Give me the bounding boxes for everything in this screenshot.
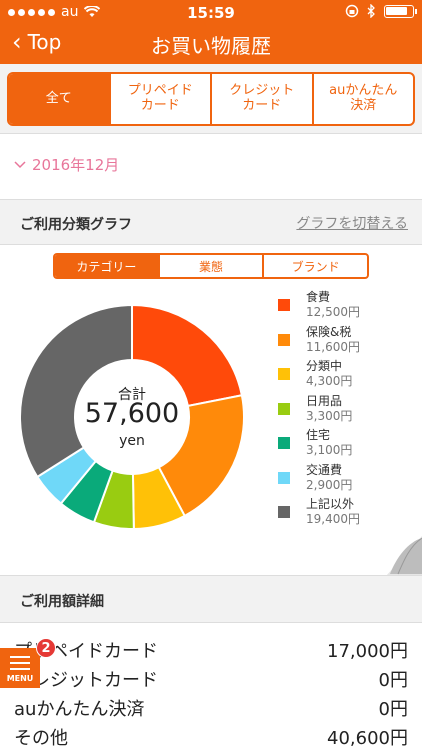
legend-swatch: [278, 299, 290, 311]
detail-row-amount: 17,000円: [327, 641, 408, 662]
legend-name: 食費: [306, 290, 331, 304]
chevron-left-icon: ‹: [12, 28, 22, 56]
legend-amount: 12,500円: [306, 305, 360, 319]
chart-legend: 食費 12,500円 保険&税 11,600円 分類中 4,300円 日用品 3,300…: [278, 290, 418, 532]
detail-row-amount: 0円: [378, 670, 408, 691]
tab-au-easy-payment[interactable]: auかんたん 決済: [311, 74, 414, 124]
legend-amount: 3,300円: [306, 408, 353, 423]
bluetooth-icon: [367, 4, 375, 18]
month-selector[interactable]: 2016年12月: [14, 154, 119, 175]
segment-category[interactable]: カテゴリー: [55, 255, 158, 277]
donut-slice-0: [131, 303, 244, 408]
detail-row: その他 40,600円: [0, 721, 422, 750]
detail-row-label: auかんたん決済: [14, 699, 145, 720]
page-curl-icon[interactable]: [386, 536, 422, 576]
back-button[interactable]: ‹ Top: [12, 30, 61, 54]
legend-item: 住宅 3,100円: [278, 428, 418, 463]
tab-all[interactable]: 全て: [9, 74, 109, 124]
legend-item: 日用品 3,300円: [278, 394, 418, 429]
rotation-lock-icon: [345, 4, 359, 18]
detail-row-amount: 0円: [378, 699, 408, 720]
carrier-label: au: [61, 4, 79, 20]
detail-row-amount: 40,600円: [327, 728, 408, 749]
legend-swatch: [278, 506, 290, 518]
legend-name: 交通費: [306, 462, 343, 477]
tab-credit-card[interactable]: クレジット カード: [210, 74, 312, 124]
status-time: 15:59: [187, 4, 235, 22]
chart-total-value: 57,600: [84, 398, 180, 429]
chart-total-unit: yen: [119, 433, 145, 449]
detail-section-header: ご利用額詳細: [0, 575, 422, 623]
legend-swatch: [278, 333, 290, 346]
status-bar: au 15:59: [0, 0, 422, 26]
legend-name: 保険&税: [306, 324, 352, 339]
detail-row: auかんたん決済 0円: [0, 692, 422, 721]
hamburger-icon: [10, 656, 30, 674]
legend-item: 分類中 4,300円: [278, 359, 418, 394]
status-left: au: [8, 4, 101, 20]
month-label: 2016年12月: [32, 156, 120, 174]
menu-label: MENU: [6, 674, 34, 683]
page-title: お買い物履歴: [151, 34, 271, 58]
legend-item: 交通費 2,900円: [278, 463, 418, 498]
toggle-graph-link[interactable]: グラフを切替える: [296, 216, 408, 232]
segment-brand[interactable]: ブランド: [262, 255, 367, 277]
legend-swatch: [278, 471, 290, 484]
battery-icon: [384, 4, 417, 18]
detail-row: プリペイドカード 17,000円: [0, 634, 422, 663]
back-label: Top: [27, 30, 62, 54]
tab-prepaid-card[interactable]: プリペイド カード: [108, 74, 211, 124]
legend-swatch: [278, 368, 290, 380]
legend-amount: 2,900円: [306, 477, 353, 492]
chevron-down-icon: [14, 160, 26, 168]
detail-row: クレジットカード 0円: [0, 663, 422, 692]
legend-name: 住宅: [306, 428, 331, 442]
legend-amount: 11,600円: [306, 339, 360, 354]
category-section-header: ご利用分類グラフ グラフを切替える: [0, 199, 422, 245]
legend-name: 日用品: [306, 393, 343, 408]
donut-slice-1: [157, 394, 245, 518]
nav-bar: ‹ Top お買い物履歴: [0, 26, 422, 64]
legend-name: 分類中: [306, 359, 343, 373]
status-right: [345, 4, 417, 18]
legend-name: 上記以外: [306, 497, 355, 511]
detail-row-label: その他: [14, 728, 68, 749]
legend-amount: 4,300円: [306, 374, 353, 388]
legend-swatch: [278, 437, 290, 449]
detail-row-label: クレジットカード: [14, 670, 158, 691]
wifi-icon: [84, 6, 101, 17]
legend-item: 保険&税 11,600円: [278, 325, 418, 360]
detail-section-title: ご利用額詳細: [20, 594, 104, 610]
legend-amount: 19,400円: [306, 512, 360, 526]
notification-badge: 2: [36, 638, 56, 658]
menu-button[interactable]: MENU: [0, 648, 40, 688]
legend-amount: 3,100円: [306, 443, 353, 457]
legend-item: 上記以外 19,400円: [278, 497, 418, 532]
signal-icon: [8, 8, 55, 16]
filter-tabs-area: 全て プリペイド カード クレジット カード auかんたん 決済: [0, 64, 422, 134]
graph-segment-control: カテゴリー 業態 ブランド: [53, 253, 369, 279]
donut-slice-6: [19, 303, 133, 479]
segment-business-type[interactable]: 業態: [157, 255, 263, 277]
filter-tabs: 全て プリペイド カード クレジット カード auかんたん 決済: [7, 72, 415, 126]
chart-total-title: 合計: [118, 387, 146, 403]
legend-swatch: [278, 402, 290, 415]
legend-item: 食費 12,500円: [278, 290, 418, 325]
category-section-title: ご利用分類グラフ: [20, 217, 132, 233]
